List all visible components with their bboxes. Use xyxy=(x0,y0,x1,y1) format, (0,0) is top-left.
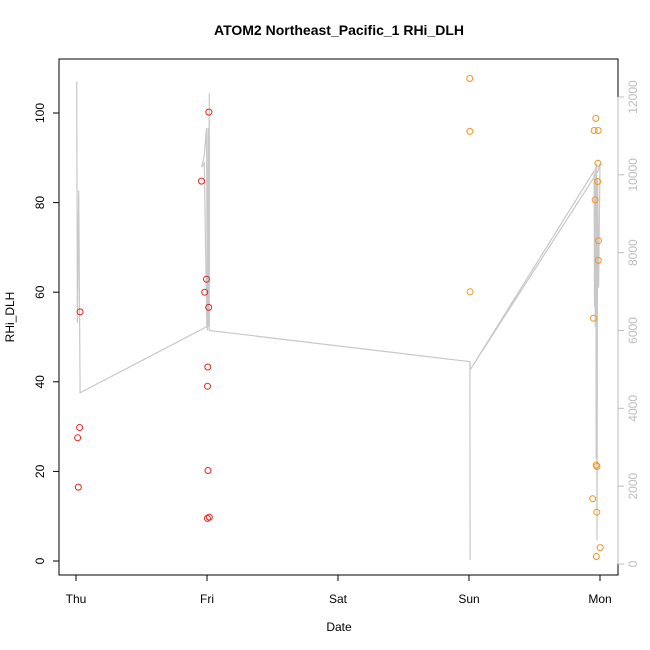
data-point-s2-4 xyxy=(590,496,596,502)
y-tick-label-60: 60 xyxy=(33,285,47,299)
y-axis-label: RHi_DLH xyxy=(3,292,17,343)
y2-tick-label-0: 0 xyxy=(626,560,640,567)
y-axis-right: 0 2000 4000 6000 8000 10000 12000 xyxy=(618,80,640,567)
y-tick-label-40: 40 xyxy=(33,375,47,389)
data-point-s2-1 xyxy=(467,76,473,82)
altitude-line-layer xyxy=(77,81,600,560)
y-tick-label-0: 0 xyxy=(33,557,47,564)
y-tick-label-80: 80 xyxy=(33,196,47,210)
data-point-s2-15 xyxy=(595,128,601,134)
plot-frame xyxy=(59,59,618,575)
data-point-s1-9 xyxy=(205,383,211,389)
y2-tick-label-8000: 8000 xyxy=(626,239,640,266)
data-point-s2-3 xyxy=(467,289,473,295)
data-point-s1-3 xyxy=(77,425,83,431)
data-point-s2-18 xyxy=(597,545,603,551)
y-tick-label-100: 100 xyxy=(33,103,47,123)
data-point-s1-14 xyxy=(206,514,212,520)
y2-tick-label-12000: 12000 xyxy=(626,80,640,114)
data-point-s1-1 xyxy=(75,435,81,441)
data-point-s1-5 xyxy=(199,178,205,184)
data-point-s1-11 xyxy=(205,468,211,474)
data-point-s2-10 xyxy=(593,554,599,560)
data-point-s2-8 xyxy=(593,115,599,121)
x-tick-label-sun: Sun xyxy=(458,592,479,606)
x-tick-label-thu: Thu xyxy=(66,592,87,606)
x-tick-label-mon: Mon xyxy=(588,592,611,606)
data-point-s1-2 xyxy=(75,484,81,490)
data-point-s2-2 xyxy=(467,128,473,134)
x-axis: Thu Fri Sat Sun Mon xyxy=(66,575,612,606)
x-tick-label-sat: Sat xyxy=(329,592,348,606)
y2-tick-label-6000: 6000 xyxy=(626,317,640,344)
altitude-line xyxy=(77,81,600,560)
y2-tick-label-4000: 4000 xyxy=(626,395,640,422)
y2-tick-label-2000: 2000 xyxy=(626,472,640,499)
y2-tick-label-10000: 10000 xyxy=(626,158,640,192)
data-points-layer xyxy=(75,76,604,560)
chart-title: ATOM2 Northeast_Pacific_1 RHi_DLH xyxy=(214,22,464,38)
x-tick-label-fri: Fri xyxy=(200,592,214,606)
x-axis-label: Date xyxy=(326,620,352,634)
y-tick-label-20: 20 xyxy=(33,464,47,478)
y-axis-left: 0 20 40 60 80 100 xyxy=(33,103,59,565)
data-point-s1-10 xyxy=(205,364,211,370)
